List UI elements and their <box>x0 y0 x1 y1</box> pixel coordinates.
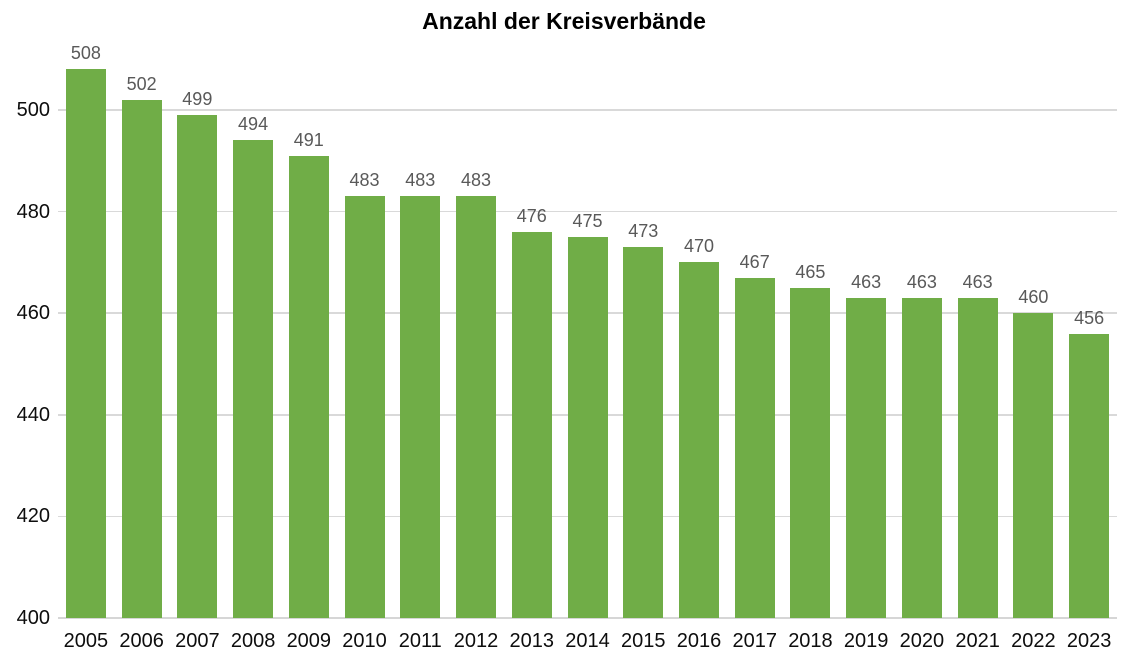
x-tick-label-2013: 2013 <box>509 630 555 652</box>
x-tick-label-2009: 2009 <box>286 630 332 652</box>
value-label-2010: 483 <box>349 170 380 191</box>
y-tick-label: 440 <box>16 403 50 426</box>
x-tick-label-2005: 2005 <box>63 630 109 652</box>
value-label-2022: 460 <box>1018 287 1049 308</box>
bar-2015 <box>623 247 664 618</box>
y-gridline <box>58 210 1117 213</box>
value-label-2016: 470 <box>683 236 714 257</box>
x-tick-label-2016: 2016 <box>676 630 722 652</box>
y-tick-label: 460 <box>16 302 50 325</box>
bar-2018 <box>790 287 831 618</box>
bar-2020 <box>901 297 942 618</box>
x-axis-line <box>58 617 1117 619</box>
x-tick-label-2007: 2007 <box>175 630 220 652</box>
bar-2023 <box>1069 333 1110 618</box>
x-tick-label-2011: 2011 <box>398 630 442 652</box>
bar-2006 <box>121 99 162 618</box>
bar-2008 <box>233 140 274 618</box>
value-label-2006: 502 <box>126 73 157 94</box>
chart-title: Anzahl der Kreisverbände <box>422 8 706 34</box>
x-tick-label-2006: 2006 <box>119 630 164 652</box>
value-label-2015: 473 <box>628 221 659 242</box>
x-tick-label-2017: 2017 <box>732 630 777 652</box>
bar-2012 <box>456 196 497 618</box>
y-tick-label: 480 <box>16 200 50 223</box>
bar-2017 <box>734 277 775 618</box>
y-tick-label: 400 <box>16 607 50 629</box>
bar-2007 <box>177 115 218 618</box>
y-tick-label: 420 <box>16 505 50 528</box>
bar-2013 <box>511 231 552 618</box>
x-tick-label-2023: 2023 <box>1066 630 1112 652</box>
value-label-2012: 483 <box>460 170 492 191</box>
bar-2019 <box>846 297 887 618</box>
value-label-2021: 463 <box>962 271 993 292</box>
x-tick-label-2021: 2021 <box>955 630 1000 652</box>
bar-2014 <box>567 237 608 618</box>
bar-2011 <box>400 196 441 618</box>
value-label-2005: 508 <box>70 43 101 64</box>
x-tick-label-2020: 2020 <box>899 630 945 652</box>
value-label-2007: 499 <box>182 89 213 110</box>
value-label-2009: 491 <box>293 129 324 150</box>
bar-2010 <box>344 196 385 618</box>
value-label-2018: 465 <box>795 261 826 282</box>
value-label-2020: 463 <box>906 271 937 292</box>
bar-2016 <box>678 262 719 618</box>
value-label-2014: 475 <box>572 211 603 231</box>
y-gridline <box>58 109 1117 111</box>
bar-2021 <box>957 297 998 618</box>
x-tick-label-2012: 2012 <box>453 630 499 652</box>
x-tick-label-2018: 2018 <box>788 630 833 652</box>
bar-2005 <box>65 69 106 618</box>
x-tick-label-2010: 2010 <box>342 630 387 652</box>
value-label-2008: 494 <box>238 114 269 135</box>
x-tick-label-2014: 2014 <box>565 630 610 652</box>
value-label-2013: 476 <box>516 205 547 226</box>
x-tick-label-2022: 2022 <box>1011 630 1056 652</box>
bar-2009 <box>288 155 329 618</box>
value-label-2023: 456 <box>1074 307 1105 328</box>
value-label-2017: 467 <box>739 251 770 272</box>
value-label-2019: 463 <box>851 271 882 292</box>
x-tick-label-2008: 2008 <box>230 630 276 652</box>
x-tick-label-2019: 2019 <box>843 630 889 652</box>
x-tick-label-2015: 2015 <box>620 630 666 652</box>
value-label-2011: 483 <box>405 170 436 191</box>
y-tick-label: 500 <box>16 99 50 121</box>
bar-2022 <box>1013 313 1054 618</box>
